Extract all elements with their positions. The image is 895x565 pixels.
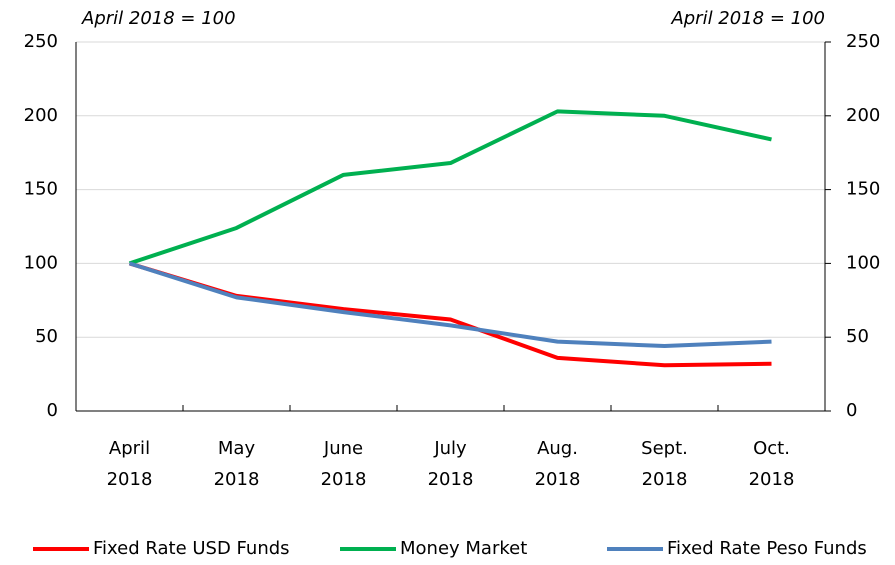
x-tick-label: Sept. 2018 [641, 438, 688, 490]
y2-tick-label: 0 [846, 400, 857, 421]
y-tick-label: 200 [24, 105, 58, 126]
y2-tick-label: 200 [846, 105, 880, 126]
legend-label: Fixed Rate Peso Funds [667, 538, 867, 559]
y-tick-label: 0 [47, 400, 58, 421]
y-tick-label: 100 [24, 252, 58, 273]
x-tick-label: May 2018 [214, 438, 260, 490]
left-axis-note: April 2018 = 100 [81, 8, 236, 29]
legend-label: Money Market [400, 538, 527, 559]
y-tick-label: 150 [24, 179, 58, 200]
x-tick-label: Oct. 2018 [749, 438, 795, 490]
x-tick-label: June 2018 [321, 438, 367, 490]
legend-label: Fixed Rate USD Funds [93, 538, 290, 559]
y-tick-label: 250 [24, 31, 58, 52]
x-tick-label: April 2018 [107, 438, 153, 490]
y2-tick-label: 150 [846, 179, 880, 200]
y2-tick-label: 100 [846, 252, 880, 273]
series-line [128, 261, 772, 349]
y2-tick-label: 250 [846, 31, 880, 52]
x-tick-label: Aug. 2018 [535, 438, 581, 490]
right-axis-note: April 2018 = 100 [670, 8, 825, 29]
x-tick-label: July 2018 [428, 438, 474, 490]
y2-tick-label: 50 [846, 326, 869, 347]
series-line [128, 261, 772, 368]
y-tick-label: 50 [35, 326, 58, 347]
series-line [128, 109, 772, 266]
